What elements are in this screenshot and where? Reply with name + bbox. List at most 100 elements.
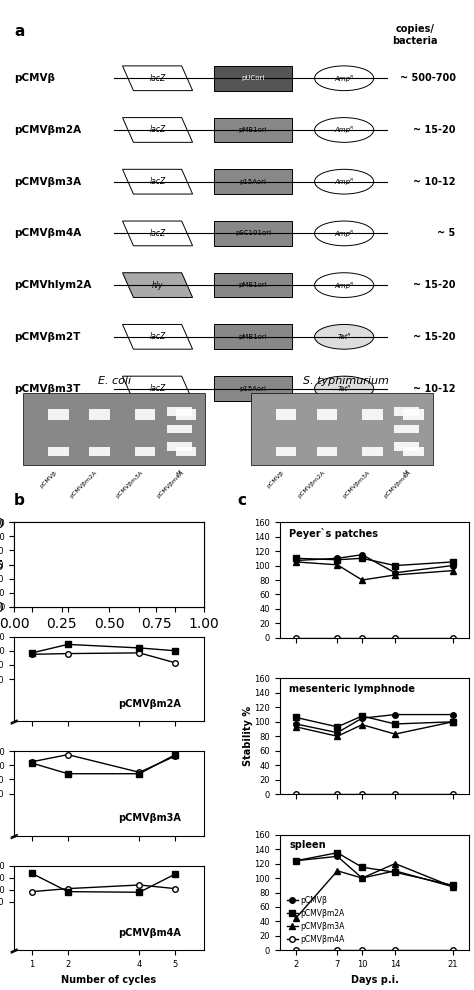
- Text: pCMVβm3A: pCMVβm3A: [115, 469, 144, 499]
- FancyBboxPatch shape: [394, 425, 419, 434]
- FancyBboxPatch shape: [89, 409, 110, 420]
- Text: ~ 500-700: ~ 500-700: [400, 73, 456, 83]
- Text: E. coli: E. coli: [98, 376, 131, 386]
- Text: Ampᴿ: Ampᴿ: [335, 127, 354, 134]
- FancyBboxPatch shape: [176, 409, 196, 420]
- Ellipse shape: [315, 169, 374, 194]
- FancyBboxPatch shape: [214, 118, 292, 143]
- Polygon shape: [122, 272, 192, 297]
- FancyBboxPatch shape: [394, 443, 419, 451]
- FancyBboxPatch shape: [48, 409, 69, 420]
- Polygon shape: [122, 376, 192, 401]
- Ellipse shape: [315, 118, 374, 143]
- Text: p15Aori: p15Aori: [240, 178, 266, 185]
- Text: Ampᴿ: Ampᴿ: [335, 230, 354, 237]
- Polygon shape: [122, 221, 192, 246]
- Polygon shape: [122, 118, 192, 143]
- Text: lacZ: lacZ: [149, 74, 166, 83]
- FancyBboxPatch shape: [276, 409, 296, 420]
- Text: spleen: spleen: [289, 841, 326, 850]
- Text: Peyer`s patches: Peyer`s patches: [289, 528, 378, 539]
- Text: mesenteric lymphnode: mesenteric lymphnode: [289, 684, 415, 694]
- Text: Ampᴿ: Ampᴿ: [335, 281, 354, 289]
- FancyBboxPatch shape: [251, 393, 433, 465]
- FancyBboxPatch shape: [48, 447, 69, 456]
- Text: b: b: [14, 493, 25, 508]
- FancyBboxPatch shape: [214, 221, 292, 246]
- Text: pCMVβm3T: pCMVβm3T: [14, 383, 81, 394]
- Text: hly: hly: [152, 280, 164, 290]
- FancyBboxPatch shape: [214, 376, 292, 401]
- Text: lacZ: lacZ: [149, 384, 166, 393]
- FancyBboxPatch shape: [135, 447, 155, 456]
- FancyBboxPatch shape: [89, 447, 110, 456]
- Text: lacZ: lacZ: [149, 229, 166, 238]
- Legend: - amp, + amp: - amp, + amp: [150, 527, 200, 555]
- FancyBboxPatch shape: [214, 169, 292, 194]
- Text: pMB1ori: pMB1ori: [239, 334, 267, 340]
- Polygon shape: [122, 325, 192, 349]
- FancyBboxPatch shape: [317, 409, 337, 420]
- Text: pCMVβ: pCMVβ: [118, 584, 157, 594]
- Text: pUCori: pUCori: [241, 75, 265, 81]
- X-axis label: Days p.i.: Days p.i.: [350, 975, 399, 985]
- Polygon shape: [122, 169, 192, 194]
- Text: ~ 15-20: ~ 15-20: [413, 332, 456, 342]
- FancyBboxPatch shape: [394, 407, 419, 416]
- FancyBboxPatch shape: [23, 393, 205, 465]
- Text: pCMVβm3A: pCMVβm3A: [118, 813, 182, 824]
- Polygon shape: [122, 66, 192, 91]
- Text: pCMVβ: pCMVβ: [14, 73, 55, 83]
- Text: lacZ: lacZ: [149, 126, 166, 135]
- Text: Ampᴿ: Ampᴿ: [335, 178, 354, 185]
- Text: pCMVβm4A: pCMVβm4A: [383, 469, 412, 499]
- Ellipse shape: [315, 66, 374, 91]
- Text: pCMVβ: pCMVβ: [38, 469, 57, 488]
- FancyBboxPatch shape: [403, 409, 424, 420]
- Text: p15Aori: p15Aori: [240, 385, 266, 391]
- FancyBboxPatch shape: [135, 409, 155, 420]
- Text: lacZ: lacZ: [149, 333, 166, 342]
- Text: pCMVβm2A: pCMVβm2A: [297, 469, 326, 499]
- Legend: pCMVβ, pCMVβm2A, pCMVβm3A, pCMVβm4A: pCMVβ, pCMVβm2A, pCMVβm3A, pCMVβm4A: [283, 893, 348, 946]
- Text: pCMVβm2A: pCMVβm2A: [69, 469, 99, 499]
- FancyBboxPatch shape: [214, 66, 292, 91]
- FancyBboxPatch shape: [214, 272, 292, 297]
- Text: pCMVβm3A: pCMVβm3A: [342, 469, 372, 499]
- Text: pCMVβm2A: pCMVβm2A: [118, 699, 182, 709]
- Text: pMB1ori: pMB1ori: [239, 127, 267, 133]
- Ellipse shape: [315, 325, 374, 349]
- Text: pCMVhlym2A: pCMVhlym2A: [14, 280, 91, 290]
- FancyBboxPatch shape: [403, 447, 424, 456]
- Text: pCMVβm4A: pCMVβm4A: [14, 229, 82, 239]
- Text: lacZ: lacZ: [149, 177, 166, 186]
- Text: c: c: [237, 493, 246, 508]
- Text: S. typhimurium: S. typhimurium: [303, 376, 389, 386]
- FancyBboxPatch shape: [176, 447, 196, 456]
- Text: pCMVβm2A: pCMVβm2A: [14, 125, 82, 135]
- FancyBboxPatch shape: [276, 447, 296, 456]
- Text: pMB1ori: pMB1ori: [239, 282, 267, 288]
- FancyBboxPatch shape: [362, 447, 383, 456]
- Text: copies/
bacteria: copies/ bacteria: [392, 25, 438, 46]
- Text: a: a: [14, 25, 25, 40]
- Text: ~ 5: ~ 5: [438, 229, 456, 239]
- Text: Tetᴿ: Tetᴿ: [337, 334, 351, 340]
- Text: pSC101ori: pSC101ori: [235, 231, 271, 237]
- Ellipse shape: [315, 376, 374, 401]
- Y-axis label: Stability %: Stability %: [243, 706, 253, 766]
- FancyBboxPatch shape: [362, 409, 383, 420]
- Text: ~ 10-12: ~ 10-12: [413, 176, 456, 187]
- Text: pCMVβm4A: pCMVβm4A: [155, 469, 185, 499]
- FancyBboxPatch shape: [167, 425, 191, 434]
- Text: M: M: [403, 469, 410, 477]
- FancyBboxPatch shape: [167, 443, 191, 451]
- Text: ~ 10-12: ~ 10-12: [413, 383, 456, 394]
- FancyBboxPatch shape: [317, 447, 337, 456]
- Text: Ampᴿ: Ampᴿ: [335, 75, 354, 82]
- Ellipse shape: [315, 221, 374, 246]
- Ellipse shape: [315, 272, 374, 297]
- Text: Tetᴿ: Tetᴿ: [337, 385, 351, 391]
- FancyBboxPatch shape: [167, 407, 191, 416]
- Text: ~ 15-20: ~ 15-20: [413, 125, 456, 135]
